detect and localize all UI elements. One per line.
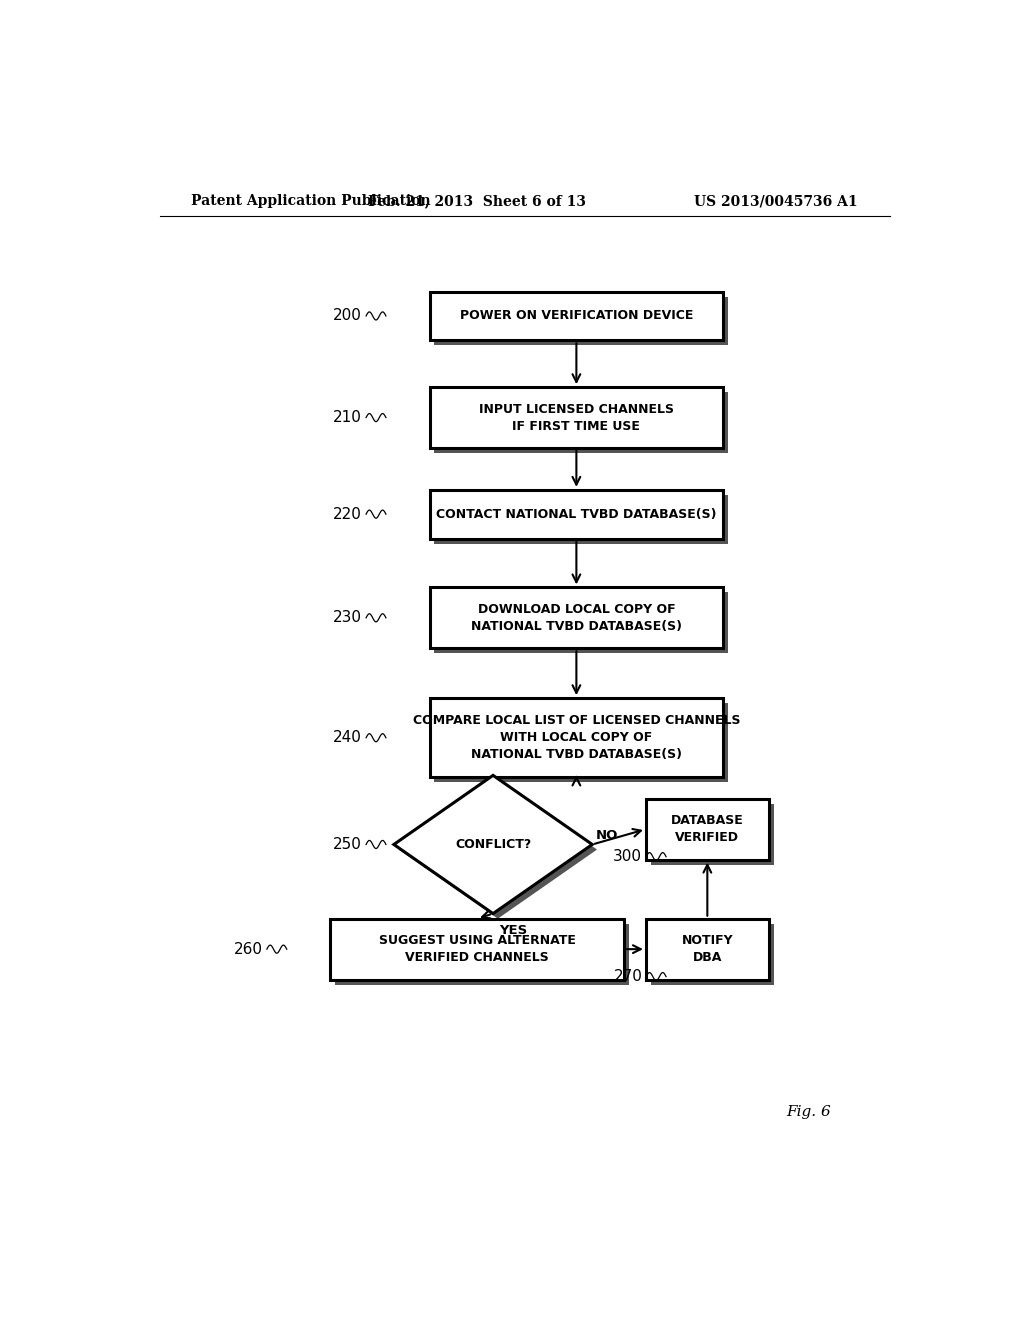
FancyBboxPatch shape	[430, 387, 723, 447]
Text: NOTIFY
DBA: NOTIFY DBA	[682, 935, 733, 964]
Polygon shape	[398, 780, 597, 919]
Text: COMPARE LOCAL LIST OF LICENSED CHANNELS
WITH LOCAL COPY OF
NATIONAL TVBD DATABAS: COMPARE LOCAL LIST OF LICENSED CHANNELS …	[413, 714, 740, 762]
Text: Fig. 6: Fig. 6	[786, 1105, 831, 1119]
Polygon shape	[394, 775, 592, 913]
Text: DOWNLOAD LOCAL COPY OF
NATIONAL TVBD DATABASE(S): DOWNLOAD LOCAL COPY OF NATIONAL TVBD DAT…	[471, 603, 682, 632]
Text: 220: 220	[333, 507, 362, 521]
Text: 230: 230	[333, 610, 362, 626]
Text: YES: YES	[500, 924, 527, 937]
Text: 200: 200	[333, 309, 362, 323]
FancyBboxPatch shape	[335, 924, 629, 985]
Text: Patent Application Publication: Patent Application Publication	[191, 194, 431, 209]
Text: 260: 260	[233, 941, 263, 957]
FancyBboxPatch shape	[650, 804, 773, 865]
Text: POWER ON VERIFICATION DEVICE: POWER ON VERIFICATION DEVICE	[460, 309, 693, 322]
FancyBboxPatch shape	[331, 919, 624, 979]
Text: CONFLICT?: CONFLICT?	[455, 838, 531, 851]
Text: 300: 300	[613, 849, 642, 865]
FancyBboxPatch shape	[430, 490, 723, 539]
Text: SUGGEST USING ALTERNATE
VERIFIED CHANNELS: SUGGEST USING ALTERNATE VERIFIED CHANNEL…	[379, 935, 575, 964]
FancyBboxPatch shape	[646, 919, 769, 979]
Text: US 2013/0045736 A1: US 2013/0045736 A1	[694, 194, 858, 209]
Text: INPUT LICENSED CHANNELS
IF FIRST TIME USE: INPUT LICENSED CHANNELS IF FIRST TIME US…	[479, 403, 674, 433]
FancyBboxPatch shape	[430, 587, 723, 648]
FancyBboxPatch shape	[434, 392, 728, 453]
FancyBboxPatch shape	[646, 799, 769, 859]
Text: NO: NO	[596, 829, 618, 842]
FancyBboxPatch shape	[434, 495, 728, 544]
Text: 270: 270	[613, 969, 642, 985]
FancyBboxPatch shape	[430, 292, 723, 341]
FancyBboxPatch shape	[650, 924, 773, 985]
Text: 210: 210	[333, 411, 362, 425]
FancyBboxPatch shape	[434, 593, 728, 653]
FancyBboxPatch shape	[434, 297, 728, 346]
Text: Feb. 21, 2013  Sheet 6 of 13: Feb. 21, 2013 Sheet 6 of 13	[369, 194, 586, 209]
Text: 240: 240	[333, 730, 362, 746]
FancyBboxPatch shape	[430, 698, 723, 777]
Text: 250: 250	[333, 837, 362, 851]
Text: DATABASE
VERIFIED: DATABASE VERIFIED	[671, 814, 743, 845]
Text: CONTACT NATIONAL TVBD DATABASE(S): CONTACT NATIONAL TVBD DATABASE(S)	[436, 508, 717, 520]
FancyBboxPatch shape	[434, 704, 728, 783]
